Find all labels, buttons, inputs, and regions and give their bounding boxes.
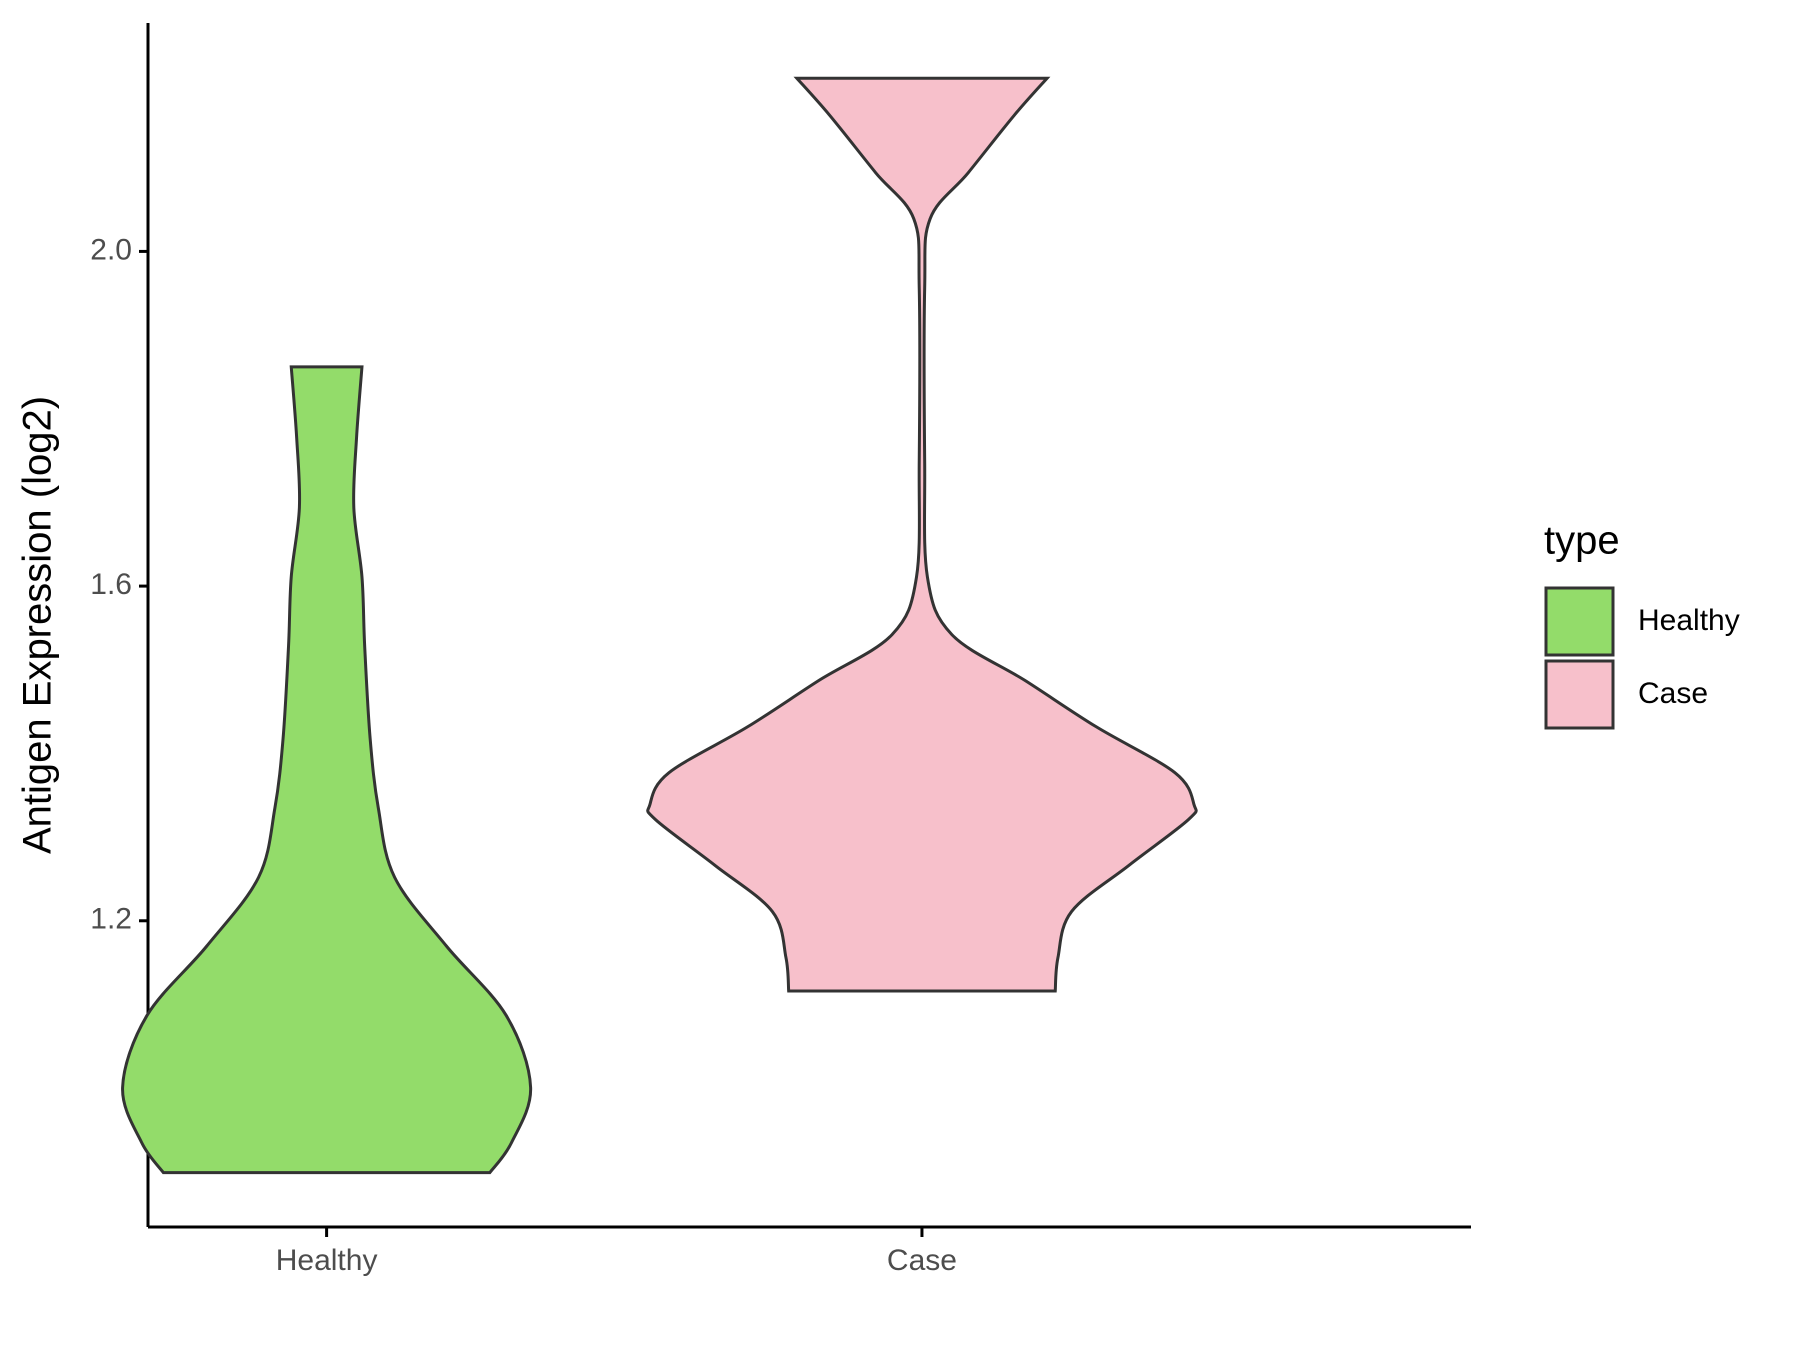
legend-title: type xyxy=(1544,519,1620,563)
y-tick-label: 2.0 xyxy=(90,233,132,266)
y-tick-label: 1.6 xyxy=(90,568,132,601)
y-tick-label: 1.2 xyxy=(90,903,132,936)
legend-label: Healthy xyxy=(1638,604,1740,637)
x-tick-label: Case xyxy=(887,1244,957,1277)
legend-key xyxy=(1544,586,1615,657)
y-axis-label: Antigen Expression (log2) xyxy=(16,396,60,854)
legend-key xyxy=(1544,659,1615,730)
legend-label: Case xyxy=(1638,677,1708,710)
violin xyxy=(646,76,1198,993)
violin xyxy=(121,365,533,1175)
x-tick-label: Healthy xyxy=(276,1244,378,1277)
